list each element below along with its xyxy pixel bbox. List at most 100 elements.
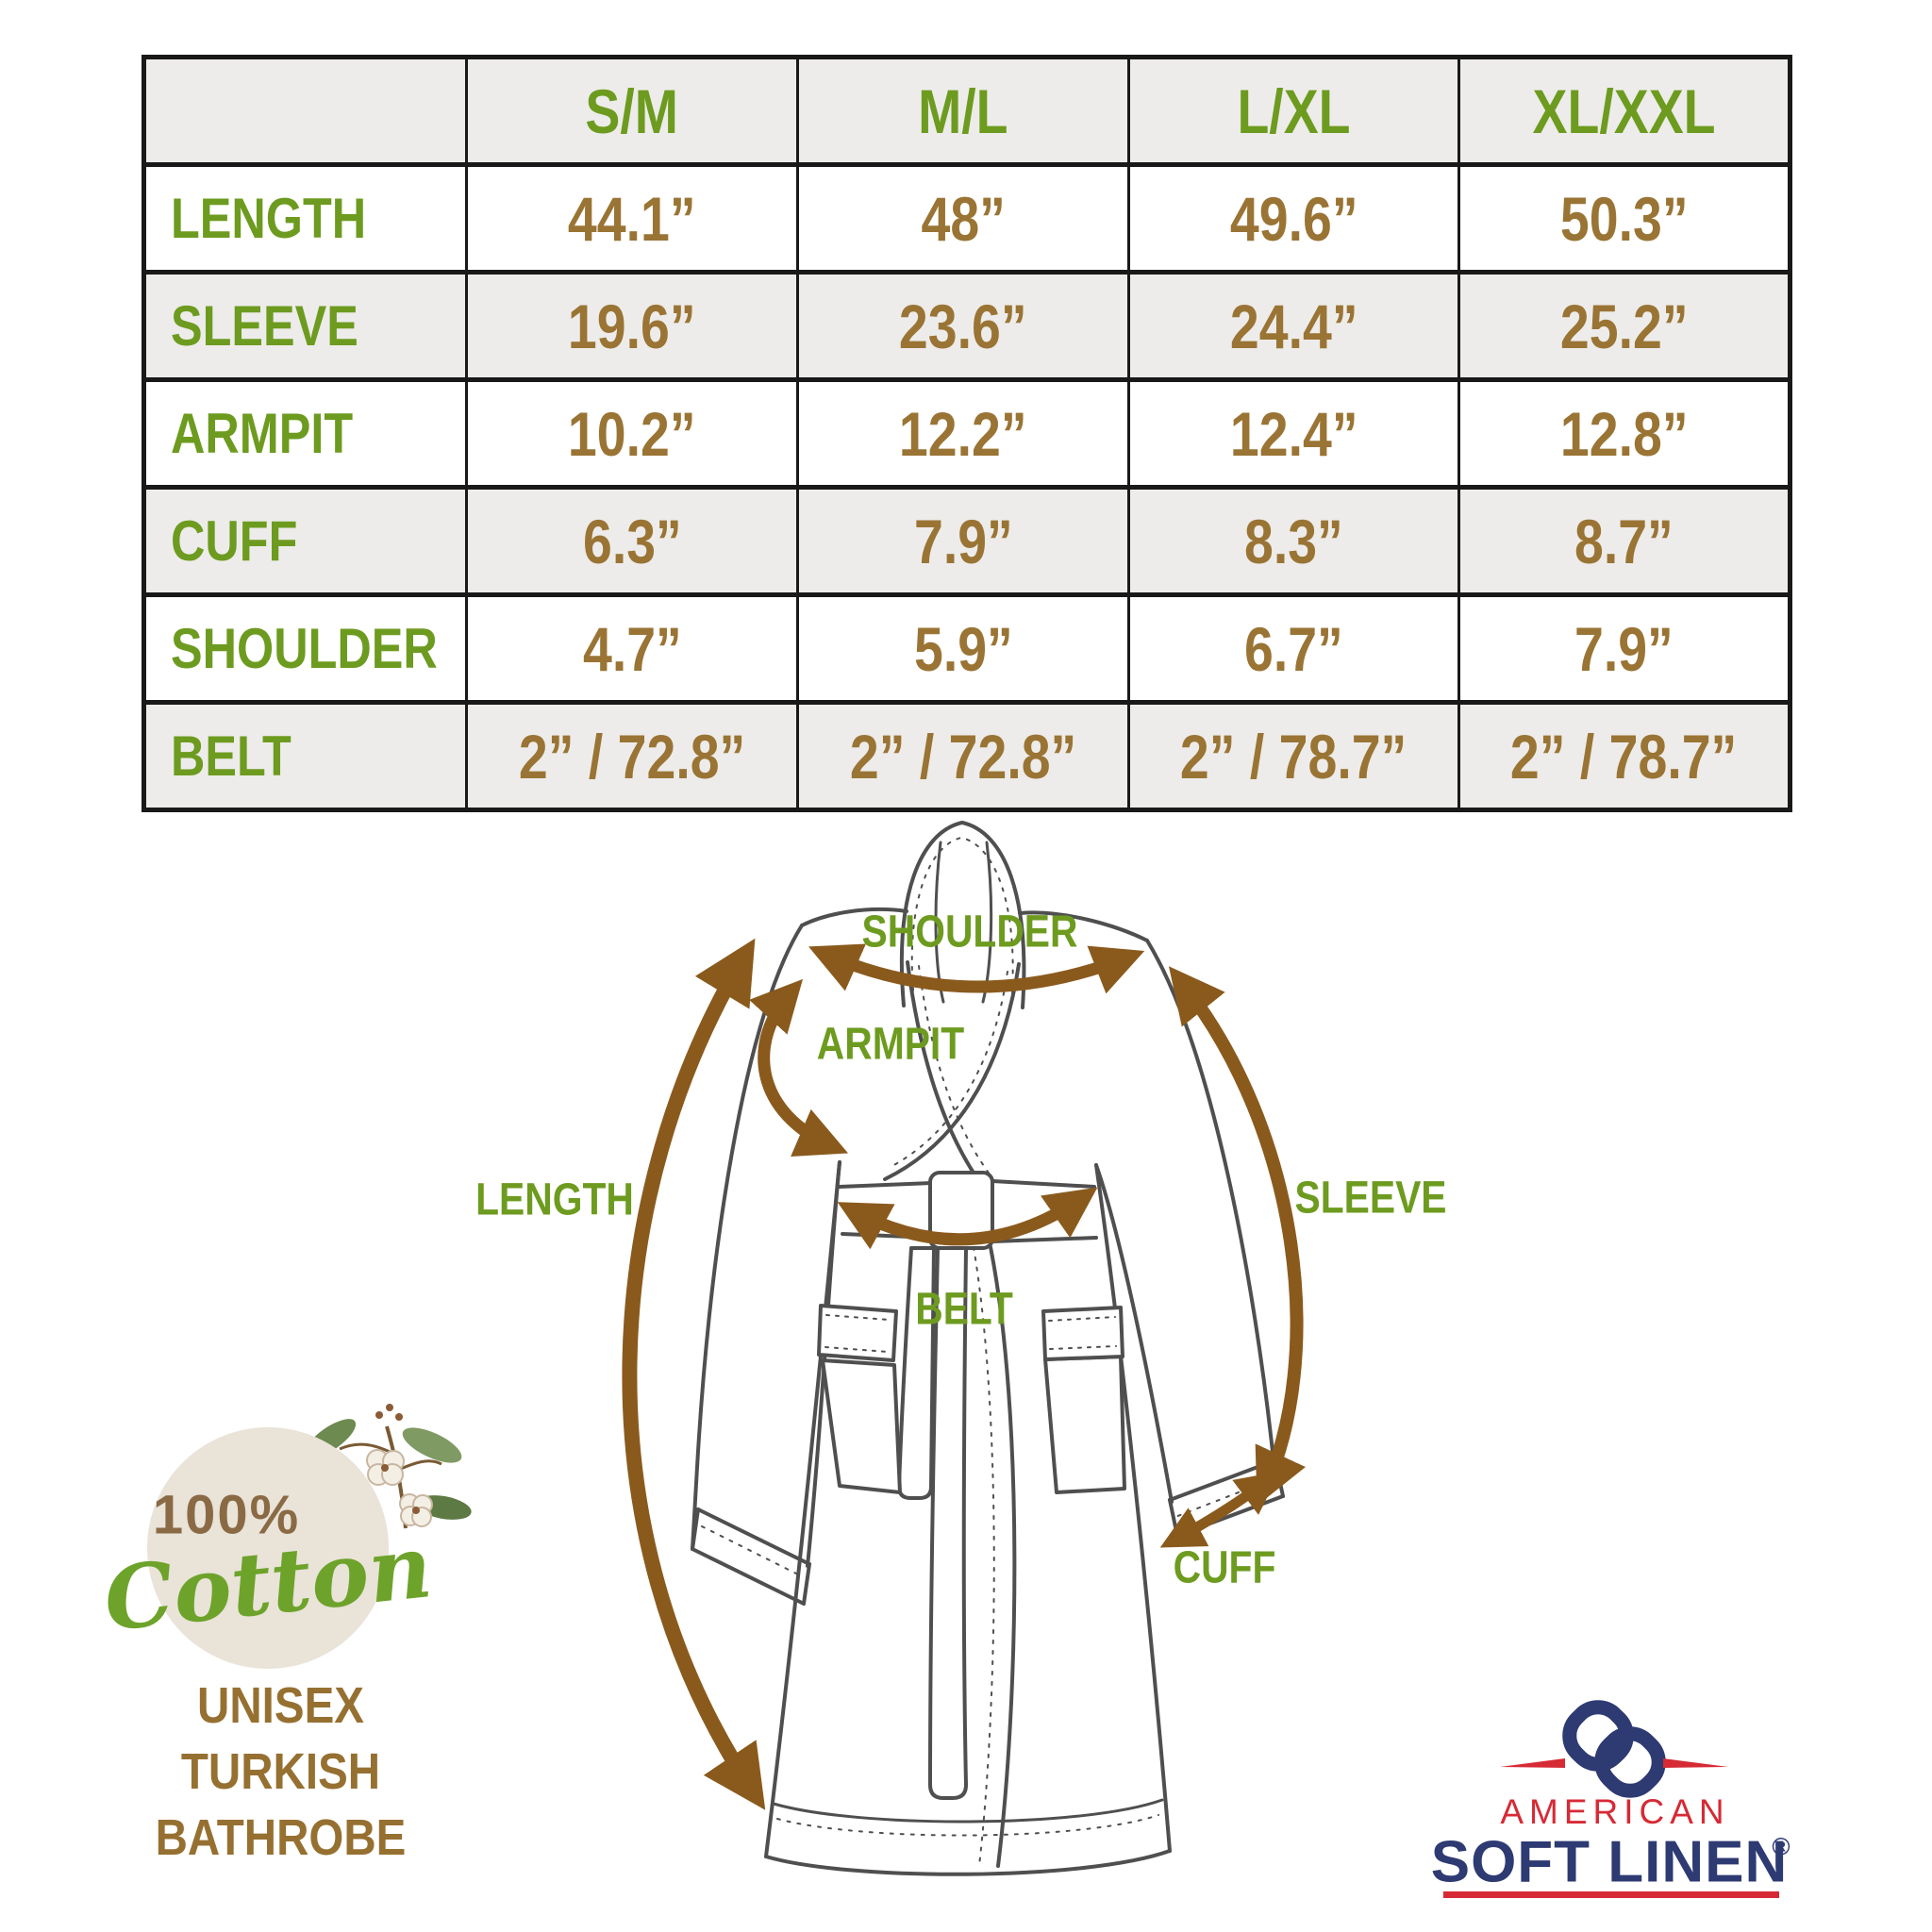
value-cell: 4.7” <box>465 592 799 705</box>
length-arrow <box>622 938 766 1810</box>
brand-name-soft-linen: SOFT LINEN <box>1430 1829 1789 1895</box>
badge-percent-text: 100% <box>152 1484 301 1546</box>
value-text: 49.6” <box>1229 183 1358 254</box>
diagram-label-belt: BELT <box>915 1284 1013 1335</box>
value-cell: 48” <box>796 162 1130 275</box>
value-cell: 8.7” <box>1457 485 1791 597</box>
product-title-line: UNISEX <box>197 1677 364 1734</box>
row-label-text: CUFF <box>171 509 298 573</box>
value-cell: 10.2” <box>465 377 799 490</box>
value-cell: 23.6” <box>796 270 1130 382</box>
value-cell: 2” / 72.8” <box>796 700 1130 812</box>
logo-underline <box>1443 1891 1779 1898</box>
cotton-badge-circle <box>147 1427 389 1669</box>
value-text: 2” / 78.7” <box>1510 721 1738 791</box>
value-text: 2” / 72.8” <box>518 721 746 791</box>
value-cell: 12.8” <box>1457 377 1791 490</box>
value-cell: 6.7” <box>1127 592 1460 705</box>
value-cell: 12.2” <box>796 377 1130 490</box>
diagram-label-cuff: CUFF <box>1173 1542 1276 1593</box>
diagram-label-armpit: ARMPIT <box>816 1019 965 1070</box>
product-title: UNISEX TURKISH BATHROBE <box>85 1673 476 1871</box>
size-column-header: M/L <box>796 55 1130 167</box>
row-label-text: BELT <box>171 724 291 788</box>
table-row: CUFF 6.3” 7.9” 8.3” 8.7” <box>142 485 1791 597</box>
corner-cell <box>142 55 468 167</box>
value-cell: 49.6” <box>1127 162 1460 275</box>
table-row: SLEEVE 19.6” 23.6” 24.4” 25.2” <box>142 270 1791 382</box>
value-cell: 50.3” <box>1457 162 1791 275</box>
value-text: 12.4” <box>1229 398 1358 469</box>
value-text: 25.2” <box>1559 291 1689 361</box>
row-label-cell: SHOULDER <box>142 592 468 705</box>
value-cell: 6.3” <box>465 485 799 597</box>
value-text: 7.9” <box>1574 613 1674 684</box>
product-title-line: BATHROBE <box>155 1809 407 1866</box>
value-cell: 44.1” <box>465 162 799 275</box>
value-cell: 24.4” <box>1127 270 1460 382</box>
value-cell: 2” / 78.7” <box>1457 700 1791 812</box>
bathrobe-drawing <box>691 821 1285 1876</box>
product-title-line: TURKISH <box>180 1743 381 1800</box>
value-text: 6.7” <box>1244 613 1343 684</box>
size-table: S/M M/L L/XL XL/XXL LENGTH 44.1” 48” 49.… <box>142 55 1792 812</box>
table-row: ARMPIT 10.2” 12.2” 12.4” 12.8” <box>142 377 1791 490</box>
table-row: BELT 2” / 72.8” 2” / 72.8” 2” / 78.7” 2”… <box>142 700 1791 812</box>
size-column-header: XL/XXL <box>1457 55 1791 167</box>
belt-arrow <box>837 1187 1098 1250</box>
size-header-text: S/M <box>585 75 679 146</box>
value-text: 19.6” <box>568 291 696 361</box>
value-cell: 7.9” <box>1457 592 1791 705</box>
row-label-cell: ARMPIT <box>142 377 468 490</box>
value-text: 2” / 72.8” <box>849 721 1077 791</box>
registered-mark: ® <box>1772 1832 1790 1861</box>
brand-name-american: AMERICAN <box>1500 1792 1730 1831</box>
size-header-text: M/L <box>918 75 1008 146</box>
value-text: 12.2” <box>899 398 1027 469</box>
size-column-header: L/XL <box>1127 55 1460 167</box>
value-text: 2” / 78.7” <box>1180 721 1407 791</box>
value-text: 6.3” <box>582 506 682 576</box>
value-cell: 25.2” <box>1457 270 1791 382</box>
value-cell: 2” / 78.7” <box>1127 700 1460 812</box>
size-header-text: XL/XXL <box>1532 75 1716 146</box>
value-cell: 19.6” <box>465 270 799 382</box>
value-text: 50.3” <box>1559 183 1689 254</box>
row-label-text: LENGTH <box>171 187 367 250</box>
row-label-cell: CUFF <box>142 485 468 597</box>
value-text: 7.9” <box>913 506 1013 576</box>
sleeve-arrow <box>1168 966 1306 1507</box>
diagram-label-length: LENGTH <box>475 1174 634 1225</box>
value-cell: 12.4” <box>1127 377 1460 490</box>
size-column-header: S/M <box>465 55 799 167</box>
value-text: 8.3” <box>1244 506 1343 576</box>
row-label-text: SLEEVE <box>171 294 358 358</box>
value-cell: 7.9” <box>796 485 1130 597</box>
value-cell: 2” / 72.8” <box>465 700 799 812</box>
value-text: 48” <box>921 183 1006 254</box>
value-cell: 8.3” <box>1127 485 1460 597</box>
row-label-cell: LENGTH <box>142 162 468 275</box>
brand-knot-icon <box>1500 1700 1728 1798</box>
cuff-arrow <box>1159 1471 1281 1548</box>
value-text: 12.8” <box>1559 398 1689 469</box>
row-label-text: SHOULDER <box>171 617 438 680</box>
armpit-arrow <box>749 978 849 1158</box>
value-text: 10.2” <box>568 398 696 469</box>
measurement-arrows <box>622 938 1306 1810</box>
table-row: LENGTH 44.1” 48” 49.6” 50.3” <box>142 162 1791 275</box>
table-header-row: S/M M/L L/XL XL/XXL <box>142 55 1791 167</box>
value-text: 44.1” <box>568 183 696 254</box>
diagram-label-shoulder: SHOULDER <box>861 907 1078 958</box>
diagram-label-sleeve: SLEEVE <box>1294 1173 1447 1224</box>
shoulder-arrow <box>808 943 1145 994</box>
value-text: 8.7” <box>1574 506 1674 576</box>
row-label-cell: SLEEVE <box>142 270 468 382</box>
value-cell: 5.9” <box>796 592 1130 705</box>
row-label-cell: BELT <box>142 700 468 812</box>
value-text: 5.9” <box>913 613 1013 684</box>
value-text: 24.4” <box>1229 291 1358 361</box>
table-row: SHOULDER 4.7” 5.9” 6.7” 7.9” <box>142 592 1791 705</box>
